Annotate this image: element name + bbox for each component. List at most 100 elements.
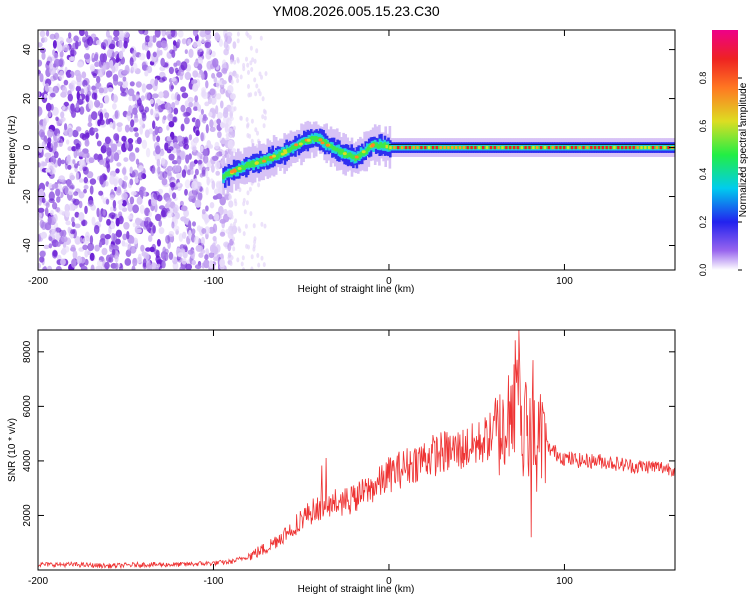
spectrogram-noise-cell — [58, 210, 65, 215]
spectrogram-noise-cell — [173, 107, 179, 115]
spectrogram-noise-cell — [99, 112, 104, 122]
spectrogram-noise-cell — [258, 91, 262, 97]
spectrogram-noise-cell — [245, 200, 249, 206]
spectrogram-noise-cell — [105, 237, 109, 246]
spectrogram-noise-cell — [65, 220, 71, 226]
spectrogram-noise-cell — [177, 182, 181, 187]
spectrogram-noise-cell — [52, 250, 58, 257]
spectrogram-noise-cell — [94, 99, 101, 108]
spectrogram-noise-cell — [173, 225, 180, 232]
spectrogram-noise-cell — [257, 182, 261, 188]
spectrogram-ridge-core — [597, 146, 601, 150]
spectrogram-noise-cell — [139, 204, 145, 214]
spectrogram-noise-cell — [255, 48, 259, 54]
spectrogram-noise-cell — [43, 36, 48, 43]
spectrogram-noise-cell — [259, 35, 263, 41]
spectrogram-ridge-core — [447, 146, 450, 150]
spectrogram-ridge-core — [648, 146, 651, 150]
spectrogram-noise-cell — [75, 85, 82, 92]
spectrogram-noise-cell — [184, 49, 188, 54]
spectrogram-ridge-cell — [414, 146, 418, 149]
spectrogram-noise-cell — [198, 252, 204, 258]
spectrogram-noise-cell — [201, 209, 206, 215]
spectrogram-noise-cell — [169, 82, 174, 92]
spectrogram-noise-cell — [132, 204, 140, 214]
spectrogram-noise-cell — [211, 72, 216, 79]
spectrogram-ridge-cell — [278, 151, 281, 156]
spectrogram-ridge-cell — [277, 153, 280, 159]
spectrogram-noise-cell — [132, 107, 138, 115]
spectrogram-noise-cell — [82, 79, 88, 88]
spectrogram-noise-cell — [96, 75, 101, 84]
spectrogram-noise-cell — [112, 199, 117, 209]
spectrogram-noise-cell — [144, 216, 151, 225]
spectrogram-noise-cell — [156, 50, 161, 58]
spectrogram-noise-cell — [226, 37, 232, 45]
spectrogram-ridge-core — [566, 146, 570, 150]
spectrogram-ridge-cell — [293, 144, 297, 150]
spectrogram-noise-cell — [256, 130, 259, 136]
spectrogram-noise-cell — [232, 41, 237, 49]
spectrogram-noise-cell — [194, 199, 202, 208]
spectrogram-noise-cell — [216, 181, 222, 191]
spectrogram-noise-cell — [38, 188, 44, 198]
colorbar-label: Normalized spectral amplitude — [738, 82, 749, 217]
spectrogram-noise-cell — [154, 126, 159, 136]
spectrogram-ridge-cell — [275, 154, 279, 160]
spectrogram-noise-cell — [79, 159, 85, 166]
spectrogram-noise-cell — [38, 162, 41, 168]
spectrogram-ridge-cell — [310, 136, 314, 140]
spectrogram-noise-cell — [223, 107, 229, 115]
spectrogram-ridge-core — [555, 146, 558, 150]
spectrogram-noise-cell — [51, 183, 59, 189]
spectrogram-noise-cell — [239, 115, 243, 121]
spectrogram-ridge-cell — [260, 158, 263, 164]
spectrogram-noise-cell — [182, 231, 187, 239]
spectrogram-noise-cell — [182, 142, 186, 149]
spectrogram-ridge-cell — [234, 167, 238, 172]
x-tick-label: 0 — [386, 276, 392, 287]
spectrogram-noise-cell — [116, 162, 122, 167]
spectrogram-noise-cell — [141, 139, 148, 149]
spectrogram-noise-cell — [55, 188, 61, 197]
spectrogram-noise-cell — [89, 185, 94, 195]
spectrogram-noise-cell — [232, 246, 236, 252]
spectrogram-ridge-cell — [417, 146, 420, 149]
spectrogram-ridge-cell — [406, 146, 409, 149]
spectrogram-noise-cell — [98, 85, 105, 96]
spectrogram-noise-cell — [197, 49, 201, 57]
spectrogram-ridge-cell — [518, 146, 522, 149]
spectrogram-noise-cell — [50, 92, 56, 98]
spectrogram-noise-cell — [127, 138, 134, 144]
spectrogram-noise-cell — [242, 231, 246, 237]
spectrogram-ridge-core — [632, 146, 635, 150]
spectrogram-noise-cell — [89, 178, 97, 185]
spectrogram-noise-cell — [184, 71, 192, 81]
spectrogram-noise-cell — [247, 84, 250, 89]
spectrogram-noise-cell — [164, 102, 172, 111]
spectrogram-noise-cell — [174, 100, 180, 106]
spectrogram-ridge-core — [412, 146, 415, 150]
spectrogram-noise-cell — [168, 230, 175, 237]
spectrogram-noise-cell — [89, 252, 95, 261]
spectrogram-noise-cell — [70, 184, 75, 190]
spectrogram-noise-cell — [201, 36, 205, 44]
spectrogram-noise-cell — [154, 108, 160, 118]
spectrogram-noise-cell — [54, 151, 59, 159]
spectrogram-noise-cell — [264, 71, 268, 77]
spectrogram-noise-cell — [120, 91, 127, 97]
spectrogram-ridge-cell — [330, 144, 333, 149]
spectrogram-noise-cell — [171, 160, 178, 165]
spectrogram-noise-cell — [149, 98, 154, 105]
spectrogram-noise-cell — [160, 157, 166, 165]
snr-marks — [38, 330, 675, 570]
spectrogram-ridge-core — [613, 146, 616, 150]
spectrogram-noise-cell — [88, 157, 95, 164]
spectrogram-ridge-cell — [291, 145, 294, 150]
spectrogram-ridge-cell — [580, 146, 583, 149]
spectrogram-hot-spot — [370, 143, 375, 147]
spectrogram-noise-cell — [204, 30, 211, 35]
spectrogram-ridge-cell — [351, 155, 354, 160]
spectrogram-ridge-cell — [496, 146, 499, 149]
spectrogram-noise-cell — [52, 40, 57, 49]
